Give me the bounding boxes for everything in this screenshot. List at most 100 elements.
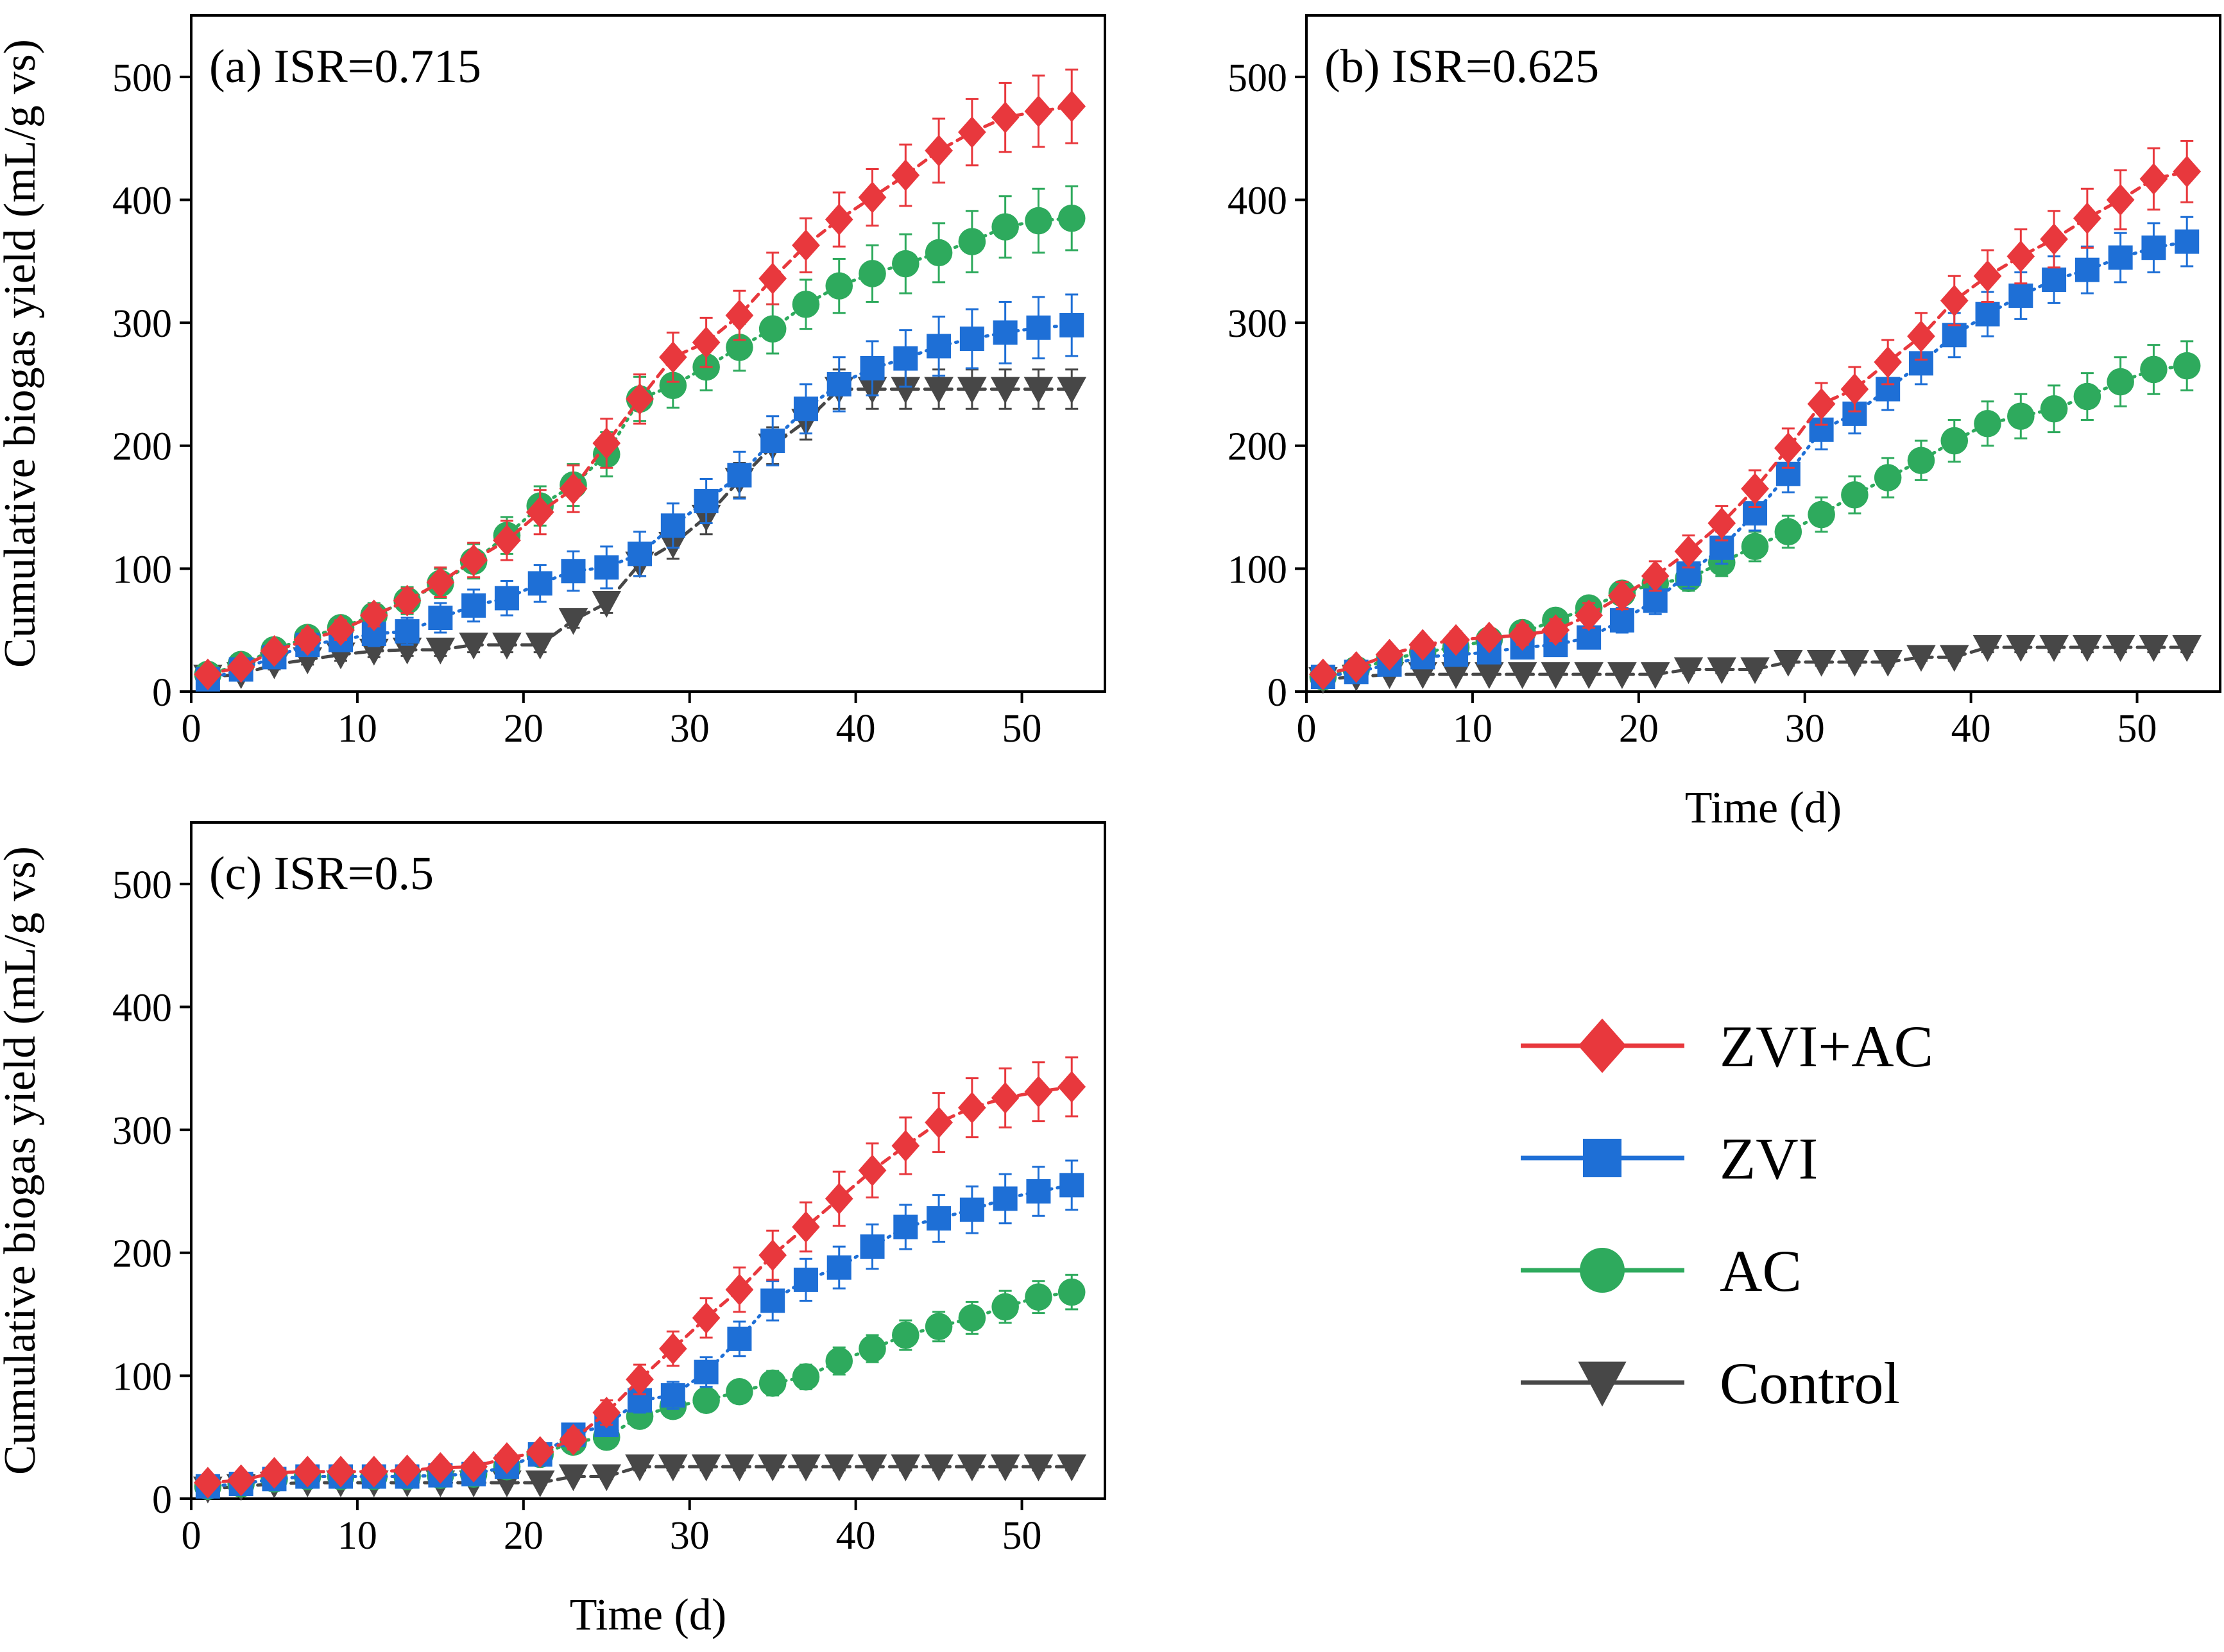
data-point [924,377,954,404]
data-point [2139,635,2169,662]
data-point [2173,155,2202,188]
data-point [758,262,787,294]
data-point [725,299,754,332]
series-control [193,1454,1087,1504]
data-point [1643,588,1668,613]
data-point [691,1454,721,1481]
y-tick-label: 200 [112,425,172,469]
y-tick-label: 500 [112,864,172,907]
data-point [592,1464,622,1492]
legend-label: ZVI [1720,1126,1818,1191]
data-point [2006,240,2035,273]
plot-frame [190,821,1106,1500]
data-point [1026,315,1051,340]
legend-marker [1583,1139,1621,1177]
data-point [1974,409,2001,438]
data-point [925,1313,953,1340]
data-point [1641,560,1670,592]
data-point [957,377,987,404]
data-point [559,1424,588,1456]
panel-title: (a) ISR=0.715 [209,40,481,93]
y-tick-label: 100 [1227,548,1287,592]
data-point [959,1197,984,1222]
data-point [793,1267,818,1292]
data-point [494,586,519,611]
x-tick-label: 20 [504,707,543,751]
y-tick-label: 200 [112,1232,172,1276]
data-point [659,371,687,400]
y-tick-label: 0 [152,1478,172,1522]
data-point [694,1359,719,1384]
data-point [2105,635,2135,662]
data-point [1025,1283,1052,1311]
data-point [660,513,685,538]
y-tick-label: 100 [112,1355,172,1399]
data-point [793,396,818,422]
data-point [525,1470,555,1497]
data-point [1342,651,1371,683]
data-point [1774,518,1802,546]
data-point [1057,377,1087,404]
data-point [825,1182,853,1215]
x-tick-label: 40 [1951,707,1991,751]
data-point [1774,650,1803,677]
y-axis-title: Cumulative biogas yield (mL/g vs) [0,846,45,1475]
data-point [1026,1179,1051,1204]
series-zvi-ac [1309,139,2202,690]
data-point [392,637,422,665]
data-point [991,1293,1019,1321]
data-point [792,1363,820,1391]
data-point [1940,427,1969,455]
data-point [1940,284,1969,317]
data-point [559,473,588,505]
data-point [958,116,986,148]
y-tick-label: 300 [112,1109,172,1153]
data-point [826,371,851,396]
legend-marker [1578,1018,1627,1073]
data-point [658,1333,687,1365]
y-tick-label: 400 [1227,179,1287,223]
x-tick-label: 40 [836,707,876,751]
data-point [592,591,622,618]
data-point [1874,346,1903,379]
legend-label: Control [1720,1350,1900,1416]
data-point [1059,312,1084,337]
data-point [991,213,1019,241]
panel-title: (b) ISR=0.625 [1324,40,1599,93]
data-point [991,101,1020,133]
data-point [891,159,920,191]
y-tick-label: 200 [1227,425,1287,469]
data-point [1541,614,1570,646]
y-tick-label: 0 [152,671,172,715]
legend-marker [1578,1361,1627,1407]
data-point [1707,507,1736,540]
data-point [2108,245,2133,270]
data-point [2073,202,2101,234]
data-point [1808,500,1835,529]
data-point [824,1454,854,1481]
data-point [927,334,952,359]
data-point [692,1386,720,1414]
data-point [2042,268,2067,293]
data-point [892,250,920,278]
x-tick-label: 20 [1619,707,1659,751]
legend: ZVI+AC ZVI AC Control [1521,1014,1933,1416]
data-point [1024,95,1053,128]
data-point [1942,323,1967,348]
data-point [2006,635,2036,662]
data-point [1674,535,1703,568]
data-point [526,496,554,528]
data-point [725,1273,754,1306]
series-line [206,387,1074,679]
data-point [2073,635,2102,662]
data-point [991,1082,1020,1114]
data-point [1973,260,2002,292]
data-point [993,1186,1018,1211]
data-point [857,1454,887,1481]
data-point [2172,635,2202,662]
data-point [1507,662,1537,689]
data-point [493,1442,521,1474]
x-tick-label: 50 [1002,1514,1042,1558]
data-point [1975,302,2000,327]
